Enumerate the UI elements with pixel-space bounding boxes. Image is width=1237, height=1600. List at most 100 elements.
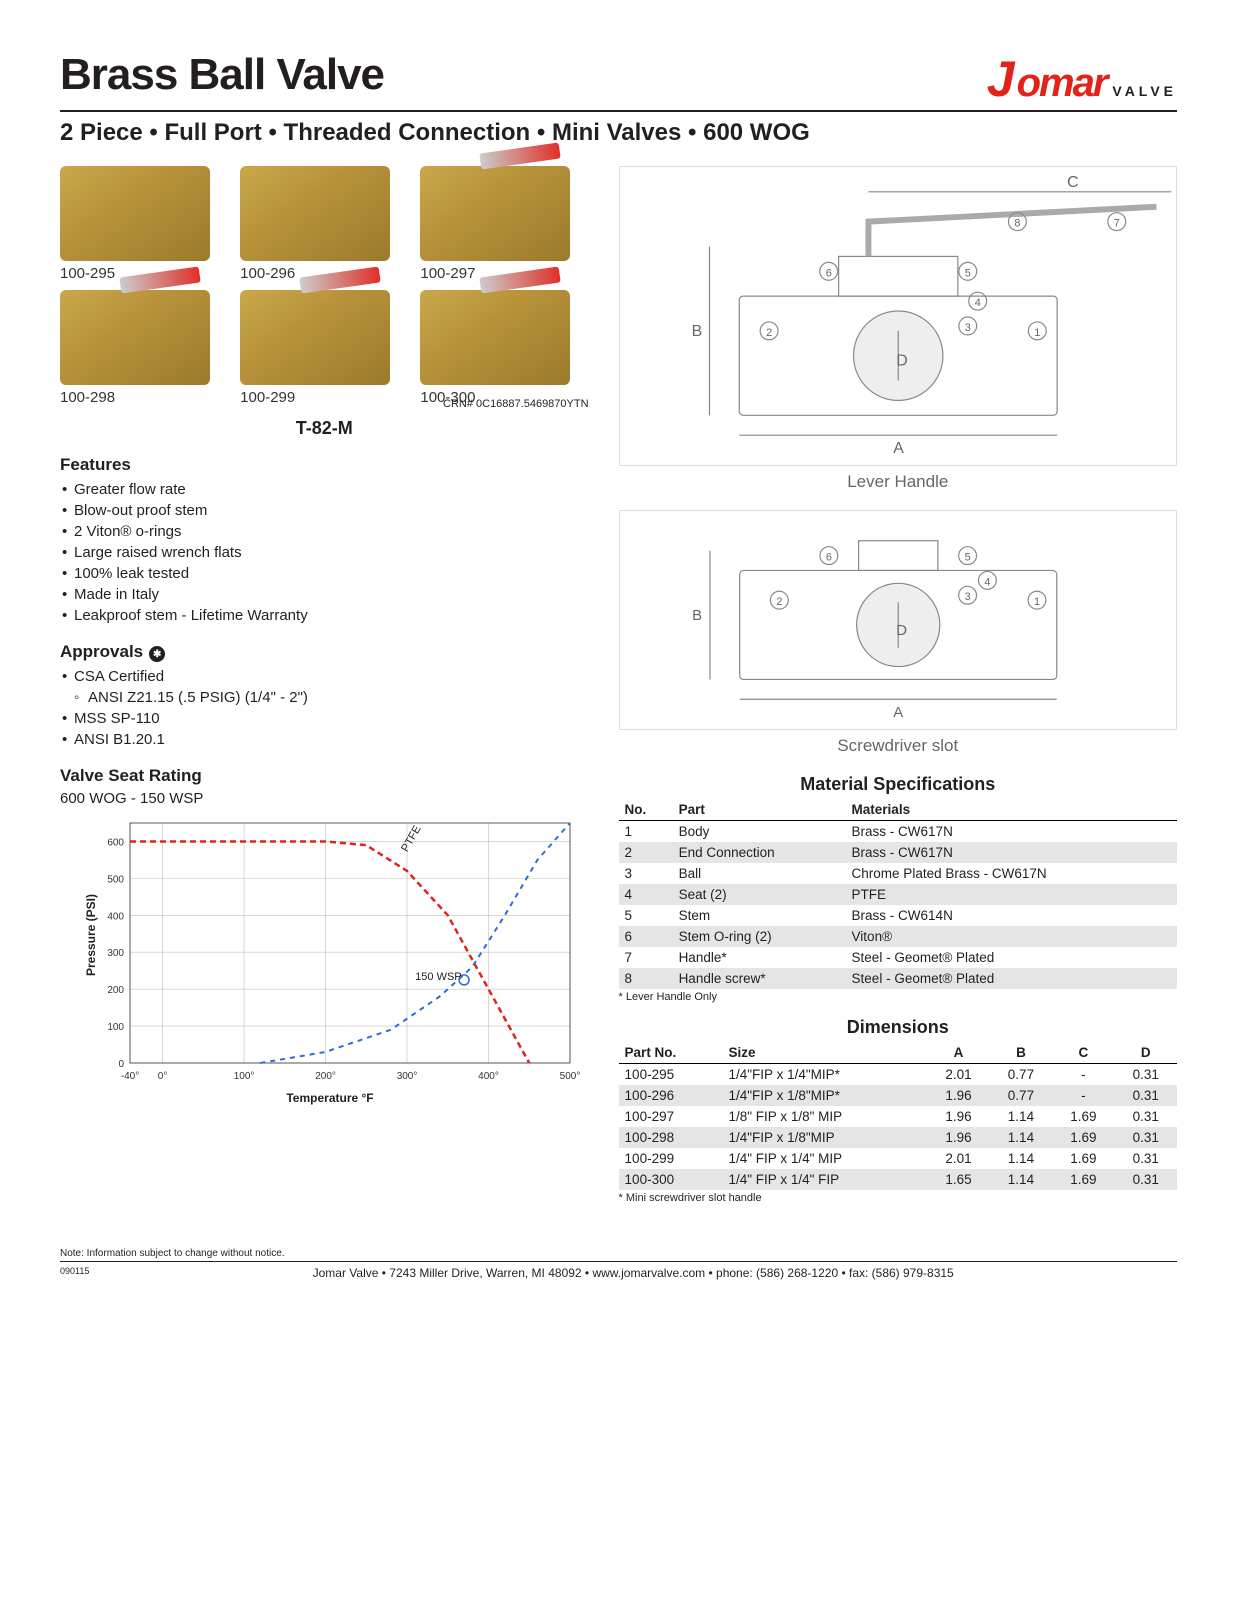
product-cell: 100-298 bbox=[60, 290, 228, 406]
svg-text:-40°: -40° bbox=[121, 1071, 139, 1082]
features-list: Greater flow rateBlow-out proof stem2 Vi… bbox=[60, 479, 589, 626]
table-cell: 100-295 bbox=[619, 1064, 723, 1086]
table-cell: 1.14 bbox=[990, 1106, 1052, 1127]
table-cell: 1 bbox=[619, 821, 673, 843]
svg-text:500: 500 bbox=[107, 874, 124, 885]
dimensions-title: Dimensions bbox=[619, 1017, 1177, 1038]
materials-header-row: No.PartMaterials bbox=[619, 799, 1177, 821]
svg-text:100°: 100° bbox=[234, 1071, 255, 1082]
svg-text:300: 300 bbox=[107, 948, 124, 959]
svg-text:400: 400 bbox=[107, 911, 124, 922]
table-cell: 1/8" FIP x 1/8" MIP bbox=[723, 1106, 928, 1127]
materials-body: 1BodyBrass - CW617N2End ConnectionBrass … bbox=[619, 821, 1177, 990]
table-cell: Brass - CW617N bbox=[846, 842, 1177, 863]
table-cell: Seat (2) bbox=[673, 884, 846, 905]
main-columns: 100-295100-296100-297100-298100-299100-3… bbox=[60, 166, 1177, 1218]
approval-item: ANSI Z21.15 (.5 PSIG) (1/4" - 2") bbox=[60, 687, 589, 708]
table-row: 100-2961/4"FIP x 1/8"MIP*1.960.77-0.31 bbox=[619, 1085, 1177, 1106]
table-row: 7Handle*Steel - Geomet® Plated bbox=[619, 947, 1177, 968]
table-cell: 1.65 bbox=[927, 1169, 989, 1190]
dimensions-table: Part No.SizeABCD 100-2951/4"FIP x 1/4"MI… bbox=[619, 1042, 1177, 1190]
table-header: A bbox=[927, 1042, 989, 1064]
table-header: Part bbox=[673, 799, 846, 821]
svg-text:B: B bbox=[691, 323, 702, 340]
footer-note: Note: Information subject to change with… bbox=[60, 1248, 1177, 1262]
svg-text:5: 5 bbox=[964, 552, 970, 564]
svg-text:200: 200 bbox=[107, 985, 124, 996]
page-title: Brass Ball Valve bbox=[60, 50, 384, 100]
svg-text:D: D bbox=[896, 623, 907, 639]
table-cell: 100-297 bbox=[619, 1106, 723, 1127]
table-cell: Handle screw* bbox=[673, 968, 846, 989]
svg-text:3: 3 bbox=[964, 322, 970, 334]
svg-text:PTFE: PTFE bbox=[399, 824, 423, 854]
product-cell: 100-295 bbox=[60, 166, 228, 282]
table-cell: Steel - Geomet® Plated bbox=[846, 968, 1177, 989]
table-cell: 1/4"FIP x 1/8"MIP bbox=[723, 1127, 928, 1148]
product-image bbox=[240, 166, 390, 261]
svg-text:A: A bbox=[893, 705, 903, 721]
approvals-header: Approvals ✱ bbox=[60, 642, 589, 666]
table-cell: 0.31 bbox=[1115, 1085, 1177, 1106]
table-cell: 3 bbox=[619, 863, 673, 884]
table-header: Part No. bbox=[619, 1042, 723, 1064]
table-cell: Ball bbox=[673, 863, 846, 884]
table-cell: 0.77 bbox=[990, 1064, 1052, 1086]
table-cell: Stem O-ring (2) bbox=[673, 926, 846, 947]
materials-table: No.PartMaterials 1BodyBrass - CW617N2End… bbox=[619, 799, 1177, 989]
table-row: 4Seat (2)PTFE bbox=[619, 884, 1177, 905]
model-name: T-82-M bbox=[60, 418, 589, 439]
table-row: 100-3001/4" FIP x 1/4" FIP1.651.141.690.… bbox=[619, 1169, 1177, 1190]
svg-text:4: 4 bbox=[984, 576, 990, 588]
dimensions-note: * Mini screwdriver slot handle bbox=[619, 1192, 1177, 1204]
table-header: B bbox=[990, 1042, 1052, 1064]
svg-text:500°: 500° bbox=[560, 1071, 580, 1082]
svg-text:150 WSP: 150 WSP bbox=[415, 971, 461, 983]
table-cell: 1/4"FIP x 1/4"MIP* bbox=[723, 1064, 928, 1086]
table-cell: 0.31 bbox=[1115, 1148, 1177, 1169]
table-cell: - bbox=[1052, 1064, 1114, 1086]
table-cell: 1.14 bbox=[990, 1169, 1052, 1190]
brand-logo: J omar VALVE bbox=[987, 50, 1177, 108]
table-cell: 0.77 bbox=[990, 1085, 1052, 1106]
table-row: 6Stem O-ring (2)Viton® bbox=[619, 926, 1177, 947]
table-cell: Handle* bbox=[673, 947, 846, 968]
svg-text:200°: 200° bbox=[315, 1071, 336, 1082]
diagram-lever: D A B C 2 1 3 4 5 6 7 8 bbox=[619, 166, 1177, 466]
table-row: 5StemBrass - CW614N bbox=[619, 905, 1177, 926]
table-cell: 0.31 bbox=[1115, 1064, 1177, 1086]
table-header: D bbox=[1115, 1042, 1177, 1064]
diagram-screwdriver-caption: Screwdriver slot bbox=[619, 736, 1177, 756]
table-cell: 100-296 bbox=[619, 1085, 723, 1106]
table-row: 3BallChrome Plated Brass - CW617N bbox=[619, 863, 1177, 884]
dimensions-header-row: Part No.SizeABCD bbox=[619, 1042, 1177, 1064]
rating-chart: Pressure (PSI) 0100200300400500600-40°0°… bbox=[80, 813, 580, 1103]
feature-item: Greater flow rate bbox=[60, 479, 589, 500]
feature-item: 2 Viton® o-rings bbox=[60, 521, 589, 542]
csa-icon: ✱ bbox=[149, 646, 165, 662]
table-cell: 1.14 bbox=[990, 1127, 1052, 1148]
table-header: Materials bbox=[846, 799, 1177, 821]
table-cell: 1.96 bbox=[927, 1085, 989, 1106]
product-cell: 100-300 bbox=[420, 290, 588, 406]
product-image bbox=[420, 166, 570, 261]
table-cell: 1.69 bbox=[1052, 1169, 1114, 1190]
logo-text: omar bbox=[1017, 61, 1107, 106]
product-image bbox=[60, 290, 210, 385]
footer-line: Jomar Valve • 7243 Miller Drive, Warren,… bbox=[60, 1266, 1177, 1280]
x-axis-label: Temperature °F bbox=[286, 1091, 373, 1105]
table-header: Size bbox=[723, 1042, 928, 1064]
table-cell: 100-299 bbox=[619, 1148, 723, 1169]
table-cell: 6 bbox=[619, 926, 673, 947]
subtitle: 2 Piece • Full Port • Threaded Connectio… bbox=[60, 118, 1177, 148]
footer-id: 090115 bbox=[60, 1266, 89, 1276]
feature-item: Large raised wrench flats bbox=[60, 542, 589, 563]
product-cell: 100-299 bbox=[240, 290, 408, 406]
table-cell: 4 bbox=[619, 884, 673, 905]
table-row: 1BodyBrass - CW617N bbox=[619, 821, 1177, 843]
logo-sub: VALVE bbox=[1112, 83, 1177, 99]
table-cell: Steel - Geomet® Plated bbox=[846, 947, 1177, 968]
table-row: 100-2971/8" FIP x 1/8" MIP1.961.141.690.… bbox=[619, 1106, 1177, 1127]
svg-text:400°: 400° bbox=[478, 1071, 499, 1082]
table-cell: 100-300 bbox=[619, 1169, 723, 1190]
